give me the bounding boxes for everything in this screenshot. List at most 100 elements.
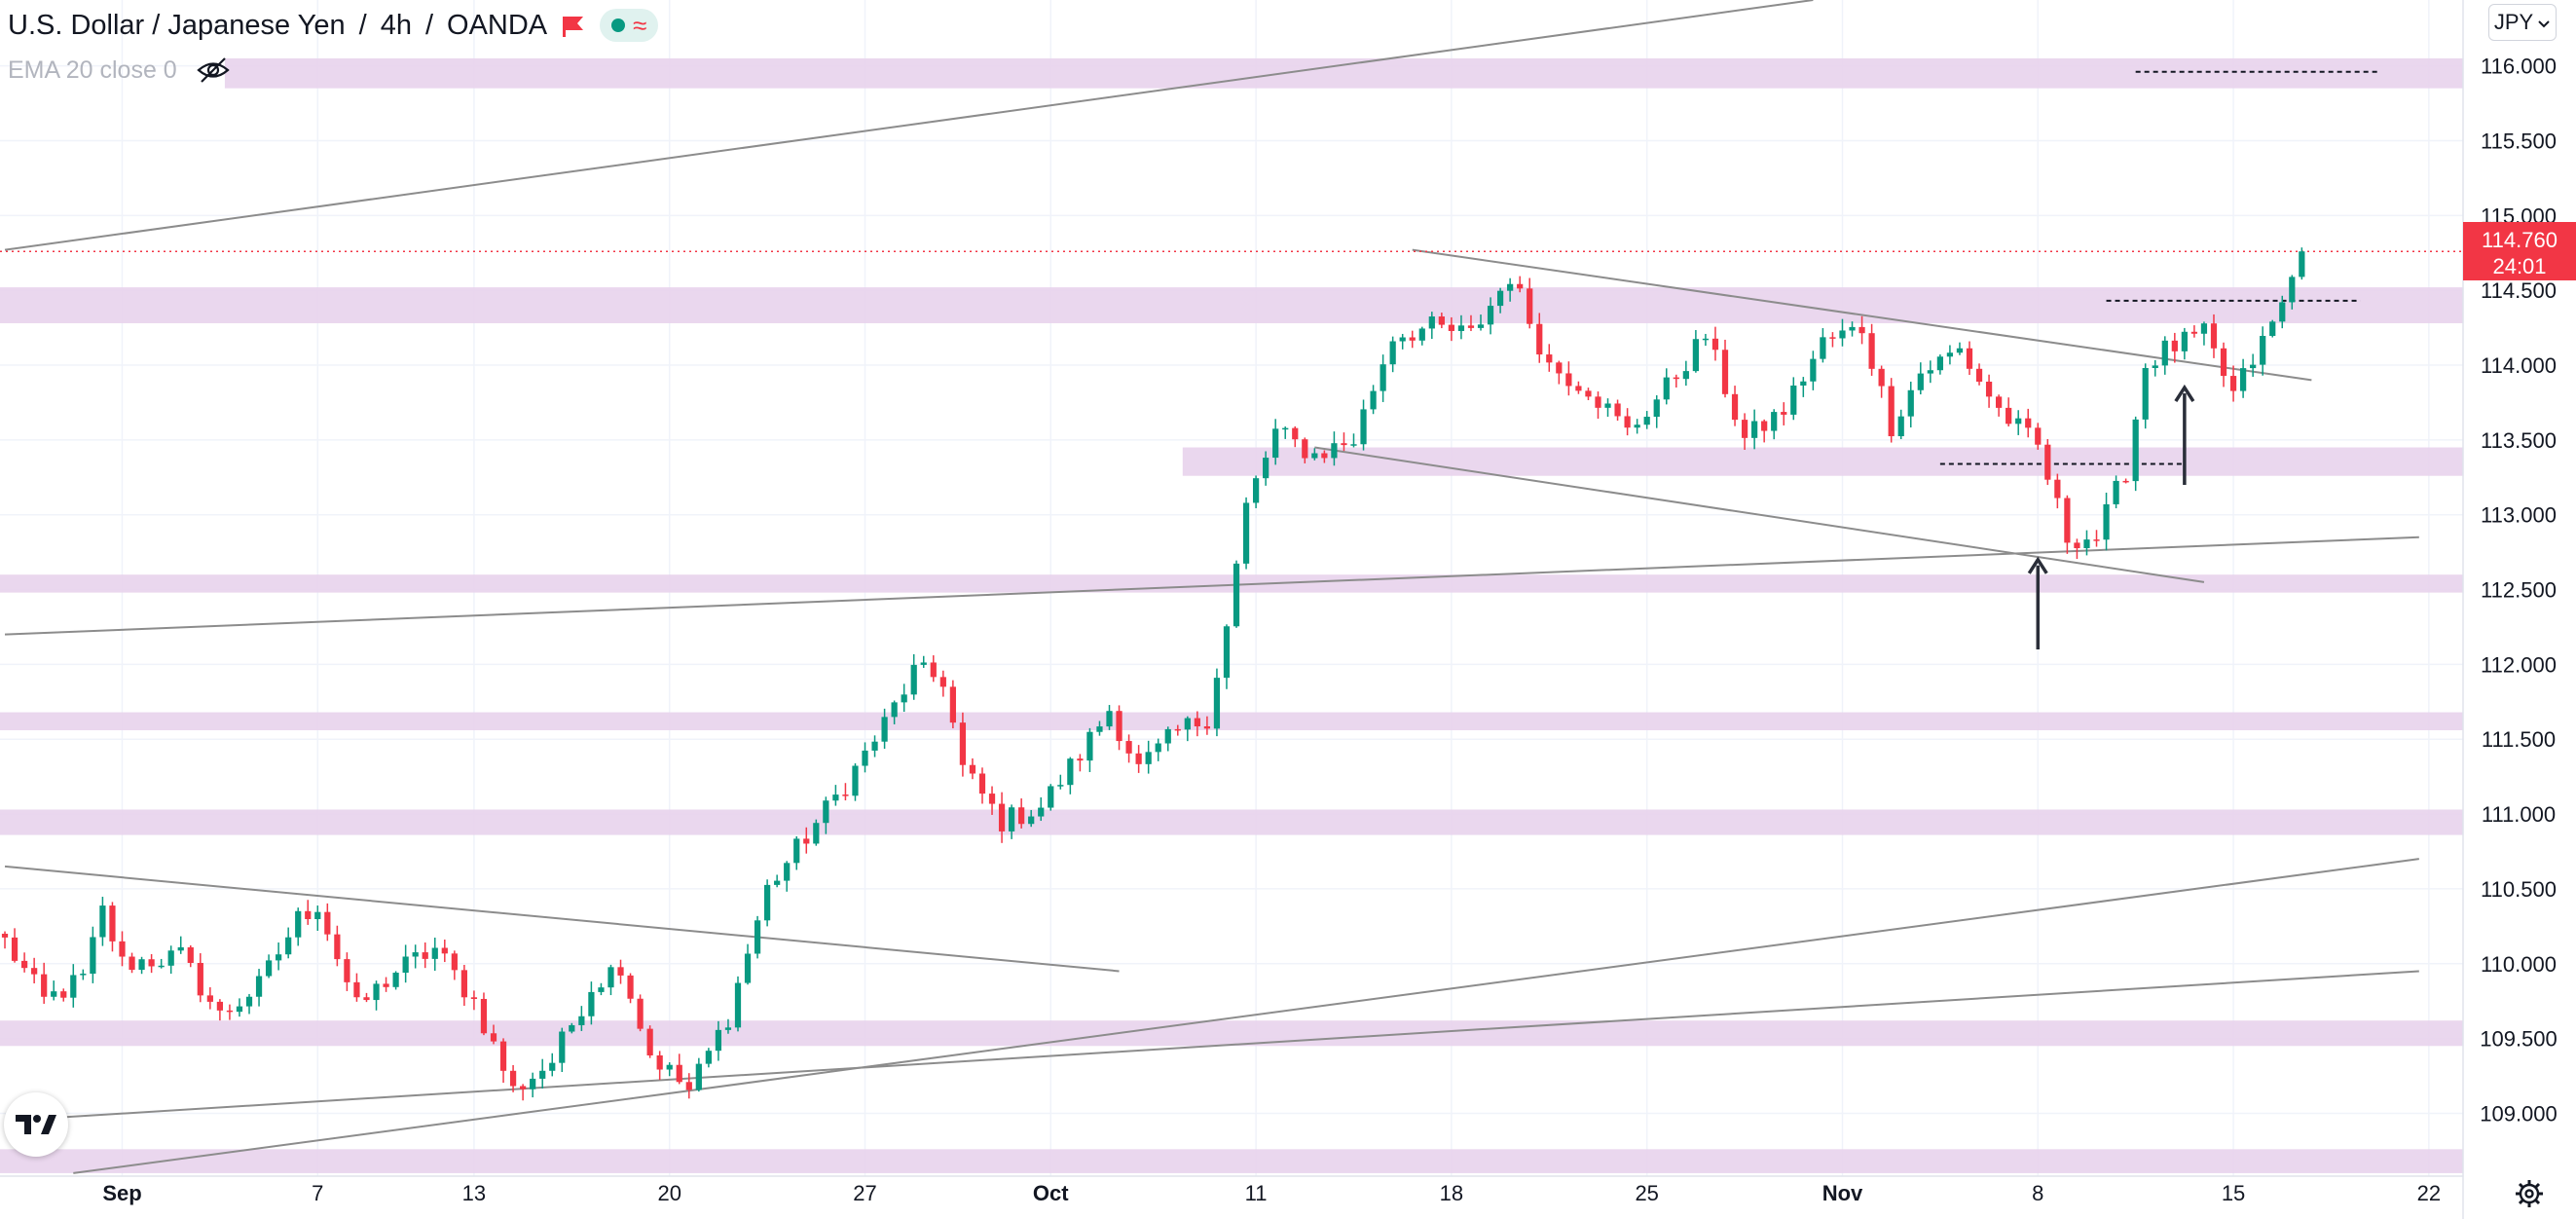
candle-body (1233, 563, 1240, 627)
support-resistance-zone (0, 712, 2463, 731)
candle-body (1311, 453, 1318, 459)
candle-body (1917, 373, 1924, 390)
candle-body (324, 911, 331, 935)
candle-body (1223, 626, 1231, 679)
candle-body (1409, 337, 1416, 341)
countdown-timer: 24:01 (2492, 254, 2546, 278)
last-price-badge (2463, 222, 2576, 280)
dashed-levels[interactable] (0, 70, 2463, 465)
candle-body (285, 937, 292, 955)
candle-body (2229, 376, 2237, 391)
candle-body (901, 694, 907, 703)
market-status-icon[interactable]: ≈ (600, 9, 659, 42)
candle-body (656, 1054, 663, 1070)
arrows[interactable] (2027, 384, 2195, 650)
candle-body (959, 722, 967, 765)
candle-body (1252, 478, 1260, 503)
candle-body (1292, 427, 1299, 440)
candle-body (1242, 502, 1250, 564)
candle-body (1858, 326, 1865, 334)
candle-body (206, 995, 213, 1002)
candle-body (881, 717, 888, 742)
candle-body (1907, 389, 1914, 417)
candle-body (1467, 325, 1475, 328)
interval-label[interactable]: 4h (380, 9, 412, 41)
candle-body (1653, 399, 1660, 418)
time-tick-label: 25 (1635, 1181, 1658, 1205)
candle-body (490, 1033, 497, 1042)
gear-icon[interactable] (2510, 1174, 2549, 1213)
last-price-label: 114.760 24:01 (2463, 222, 2576, 280)
symbol-title[interactable]: U.S. Dollar / Japanese Yen (8, 9, 346, 41)
candle-body (2220, 348, 2227, 377)
trendline (73, 858, 2419, 1174)
candle-body (383, 983, 389, 987)
price-tick-label: 113.500 (2481, 428, 2557, 453)
tradingview-logo[interactable] (4, 1092, 68, 1157)
candle-body (1418, 328, 1425, 341)
candle-body (617, 967, 624, 976)
trendline (1314, 446, 2205, 583)
candle-body (1556, 362, 1563, 374)
indicator-label[interactable]: EMA 20 close 0 (8, 55, 177, 84)
candle-body (666, 1064, 673, 1070)
candle-body (1370, 390, 1377, 410)
price-tick-label: 112.500 (2481, 578, 2557, 603)
candle-body (949, 686, 956, 723)
time-tick-label: Sep (102, 1181, 141, 1205)
candle-body (646, 1028, 653, 1055)
candle-body (363, 997, 370, 1001)
candle-body (1155, 743, 1161, 753)
candle-body (1751, 421, 1758, 438)
candle-body (998, 803, 1006, 831)
price-tick-label: 114.500 (2481, 278, 2557, 303)
candle-body (1741, 420, 1748, 438)
candle-body (2103, 503, 2110, 540)
candle-body (530, 1078, 536, 1090)
candle-body (969, 764, 976, 774)
eye-off-icon[interactable] (195, 55, 232, 85)
price-tick-label: 111.000 (2482, 802, 2556, 827)
candle-body (392, 973, 399, 987)
broker-label[interactable]: OANDA (447, 9, 548, 41)
candle-body (1575, 386, 1582, 391)
candle-body (1438, 316, 1445, 325)
candle-body (1057, 785, 1064, 787)
zones (0, 57, 2464, 1173)
candle-body (276, 954, 282, 961)
candle-body (373, 983, 380, 1001)
candle-body (1272, 428, 1279, 459)
candle-body (1086, 731, 1093, 761)
candle-body (1527, 288, 1533, 324)
price-tick-label: 114.000 (2481, 353, 2557, 378)
candle-body (1135, 753, 1142, 764)
candle-body (784, 863, 791, 881)
candle-body (2142, 367, 2149, 420)
candle-body (598, 987, 605, 992)
candle-body (2152, 365, 2158, 368)
candle-body (20, 960, 28, 969)
candle-body (226, 1010, 234, 1013)
candle-body (295, 910, 302, 938)
candle-body (559, 1031, 566, 1063)
candle-body (499, 1041, 507, 1071)
candle-body (2054, 479, 2061, 499)
candle-body (1673, 377, 1679, 380)
candle-body (852, 765, 859, 796)
candle-body (2015, 418, 2022, 425)
candle-body (2161, 340, 2168, 366)
candle-body (1448, 324, 1455, 331)
candle-body (627, 975, 634, 999)
currency-button[interactable]: JPY (2488, 4, 2557, 41)
trendlines[interactable] (4, 0, 2419, 1174)
candle-body (1888, 386, 1895, 437)
candle-body (1800, 381, 1807, 386)
support-resistance-zone (0, 1020, 2463, 1047)
candle-body (1164, 728, 1171, 744)
time-tick-label: 13 (462, 1181, 486, 1205)
candle-body (41, 974, 48, 997)
candle-body (402, 956, 409, 974)
flag-icon[interactable] (561, 14, 586, 37)
